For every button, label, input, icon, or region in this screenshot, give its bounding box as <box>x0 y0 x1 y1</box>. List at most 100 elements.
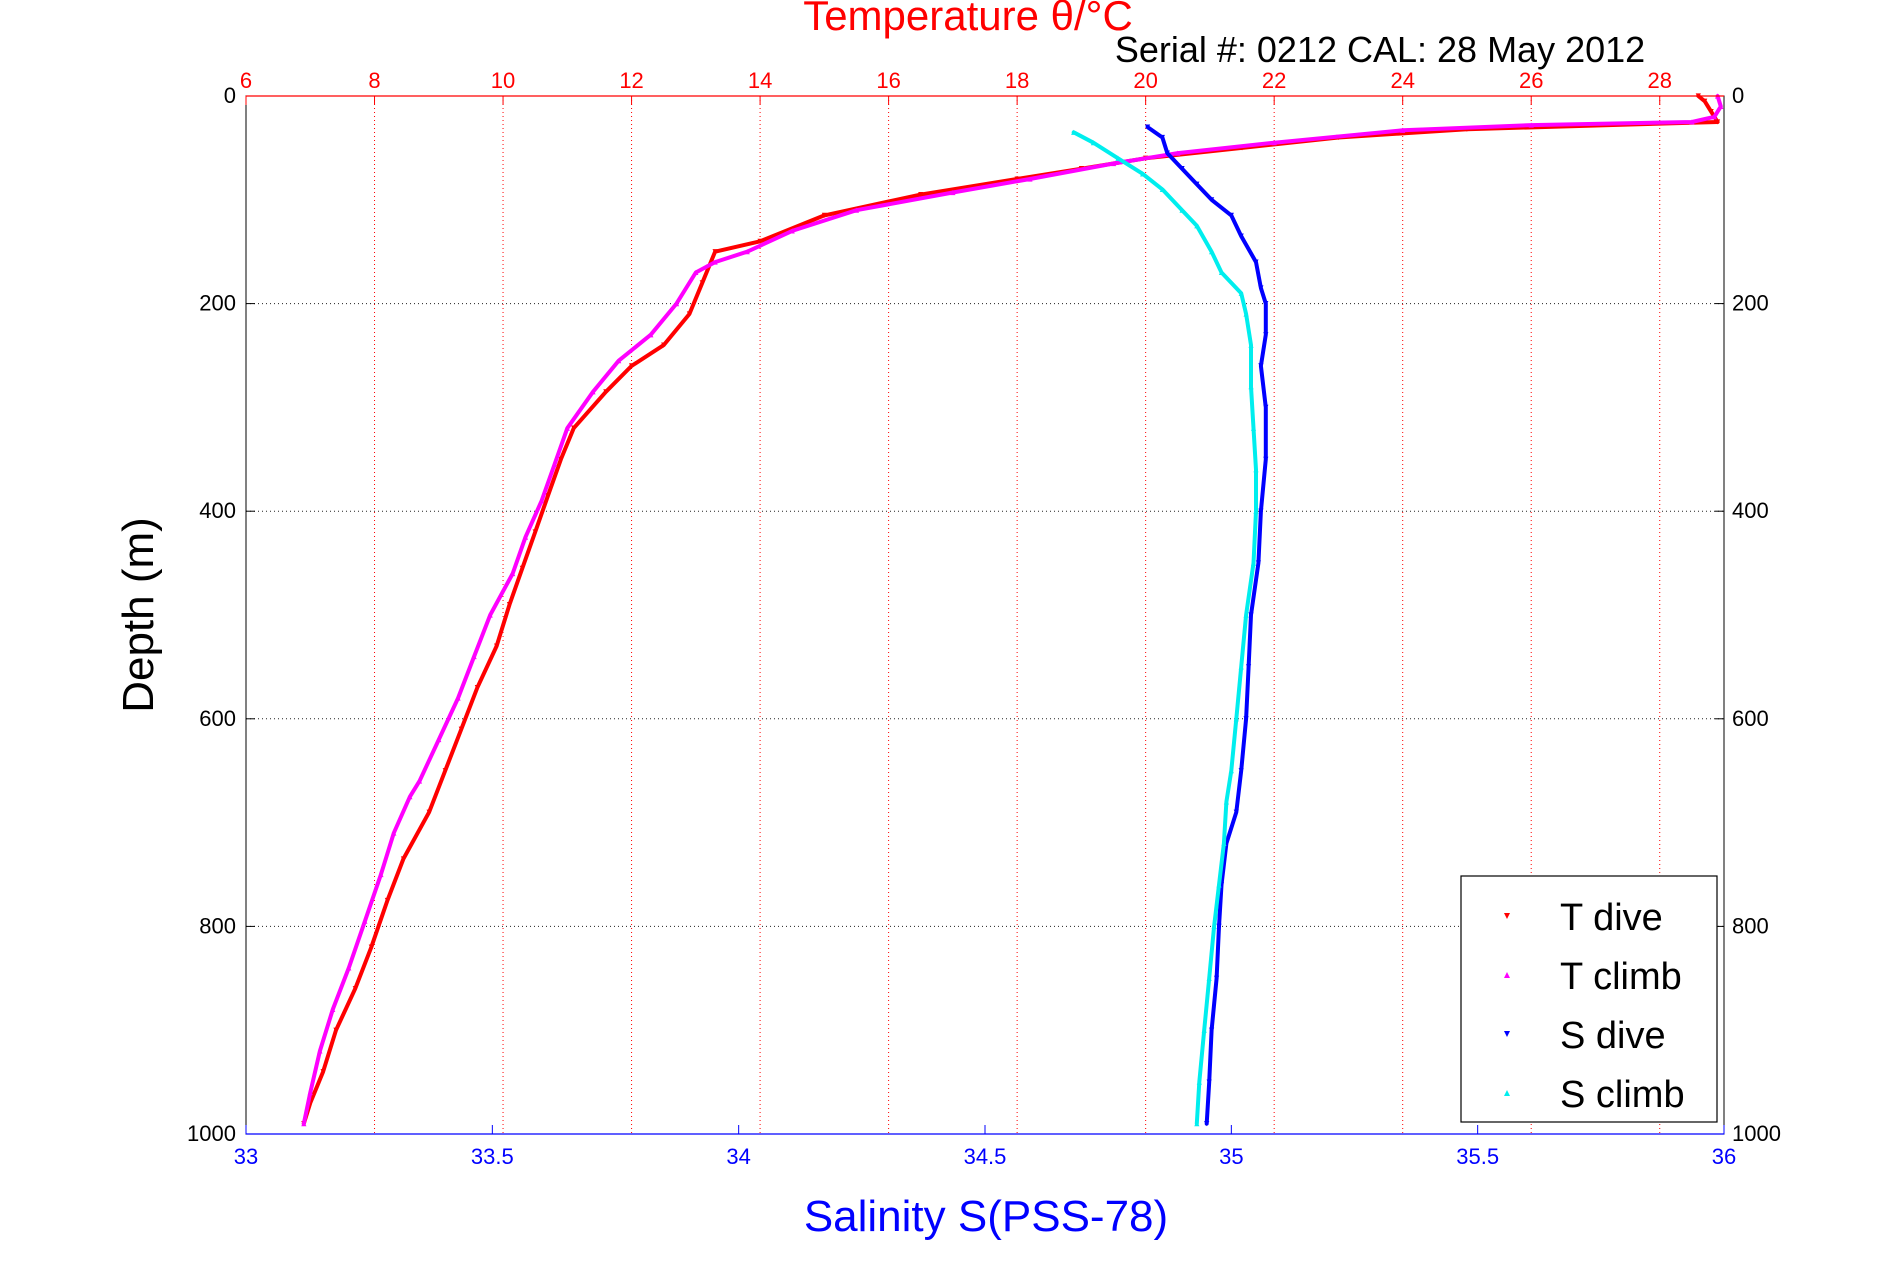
data-point <box>1175 150 1181 156</box>
data-point <box>1204 1121 1210 1127</box>
data-point <box>362 918 368 924</box>
data-point <box>506 602 513 608</box>
grid-layer <box>246 96 1724 1134</box>
top-tick-label: 10 <box>491 68 515 93</box>
data-point <box>1718 103 1724 109</box>
data-point <box>1708 108 1714 115</box>
top-tick-label: 28 <box>1647 68 1671 93</box>
data-point <box>416 778 423 784</box>
data-point <box>1248 384 1254 390</box>
chart-subtitle: Serial #: 0212 CAL: 28 May 2012 <box>1115 29 1645 70</box>
data-point <box>471 653 477 660</box>
data-point <box>686 311 692 317</box>
series-s-climb <box>1071 129 1259 1127</box>
data-point <box>1714 119 1721 125</box>
data-point <box>407 794 413 800</box>
bottom-tick-label: 33 <box>234 1144 258 1169</box>
data-point <box>1238 233 1244 239</box>
data-point <box>1250 560 1257 566</box>
data-point <box>853 207 860 213</box>
y-tick-label-left: 600 <box>199 706 236 731</box>
data-point <box>571 425 577 431</box>
data-point <box>551 461 558 468</box>
data-point <box>1250 425 1257 431</box>
data-point <box>699 280 705 286</box>
legend-label: S dive <box>1560 1015 1666 1057</box>
data-point <box>1255 560 1262 566</box>
data-point <box>603 389 609 395</box>
data-point <box>1090 140 1096 146</box>
series-line <box>1071 130 1258 1126</box>
data-point <box>1243 612 1249 618</box>
data-point <box>712 259 718 265</box>
data-point <box>1233 809 1239 815</box>
data-point <box>1159 134 1165 141</box>
data-point <box>368 944 374 950</box>
data-point <box>317 1048 323 1054</box>
y-axis-label: Depth (m) <box>114 517 163 713</box>
axis-layer: 0 0 200 200 400 400 600 600 800 800 1000 1000 6 8 10 12… <box>187 68 1781 1169</box>
data-point <box>1263 404 1269 410</box>
y-tick-label-left: 200 <box>199 291 236 316</box>
legend-marker <box>1504 1031 1510 1037</box>
data-point <box>950 189 956 196</box>
bottom-tick-label: 34.5 <box>964 1144 1007 1169</box>
top-tick-label: 18 <box>1005 68 1029 93</box>
y-tick-label-right: 800 <box>1732 913 1769 938</box>
data-point <box>1253 467 1259 473</box>
data-point <box>474 685 480 691</box>
data-point <box>494 643 500 649</box>
data-point <box>673 301 680 307</box>
data-point <box>1216 923 1222 929</box>
data-point <box>564 425 570 431</box>
bottom-tick-label: 35.5 <box>1456 1144 1499 1169</box>
data-point <box>821 212 827 218</box>
data-point <box>1209 1027 1215 1033</box>
top-tick-label: 16 <box>876 68 900 93</box>
data-point <box>1258 508 1264 514</box>
legend-marker <box>1504 972 1510 978</box>
top-tick-label: 8 <box>368 68 380 93</box>
data-point <box>789 228 795 234</box>
data-point <box>1223 799 1230 805</box>
y-tick-label-right: 600 <box>1732 706 1769 731</box>
data-point <box>1194 223 1200 229</box>
data-point <box>426 809 432 815</box>
data-point <box>1115 155 1121 161</box>
series-layer <box>301 93 1724 1127</box>
bottom-tick-label: 36 <box>1712 1144 1736 1169</box>
series-line <box>1145 125 1268 1126</box>
data-point <box>1211 923 1217 929</box>
data-point <box>918 192 924 198</box>
legend-marker <box>1504 1090 1510 1096</box>
top-tick-label: 22 <box>1262 68 1286 93</box>
data-point <box>1245 664 1252 670</box>
data-point <box>539 498 545 504</box>
data-point <box>1271 140 1277 146</box>
data-point <box>307 1089 313 1096</box>
data-point <box>1233 716 1239 722</box>
legend-items: T dive T climb S dive S climb <box>1504 897 1685 1116</box>
data-point <box>1228 768 1234 774</box>
data-point <box>346 965 352 971</box>
data-point <box>1159 186 1165 193</box>
top-tick-label: 14 <box>748 68 772 93</box>
data-point <box>1218 269 1225 276</box>
data-point <box>301 1121 307 1127</box>
data-point <box>436 736 442 743</box>
data-point <box>391 830 397 836</box>
data-point <box>1110 160 1117 167</box>
data-point <box>1209 249 1215 255</box>
data-point <box>487 612 493 618</box>
data-point <box>590 389 596 395</box>
x-axis-label: Salinity S(PSS-78) <box>804 1192 1168 1241</box>
y-tick-label-left: 400 <box>199 498 236 523</box>
top-tick-label: 26 <box>1519 68 1543 93</box>
data-point <box>1194 181 1200 187</box>
data-point <box>1243 311 1249 317</box>
top-tick-label: 6 <box>240 68 252 93</box>
series-s-dive <box>1144 124 1269 1127</box>
data-point <box>1071 129 1077 135</box>
